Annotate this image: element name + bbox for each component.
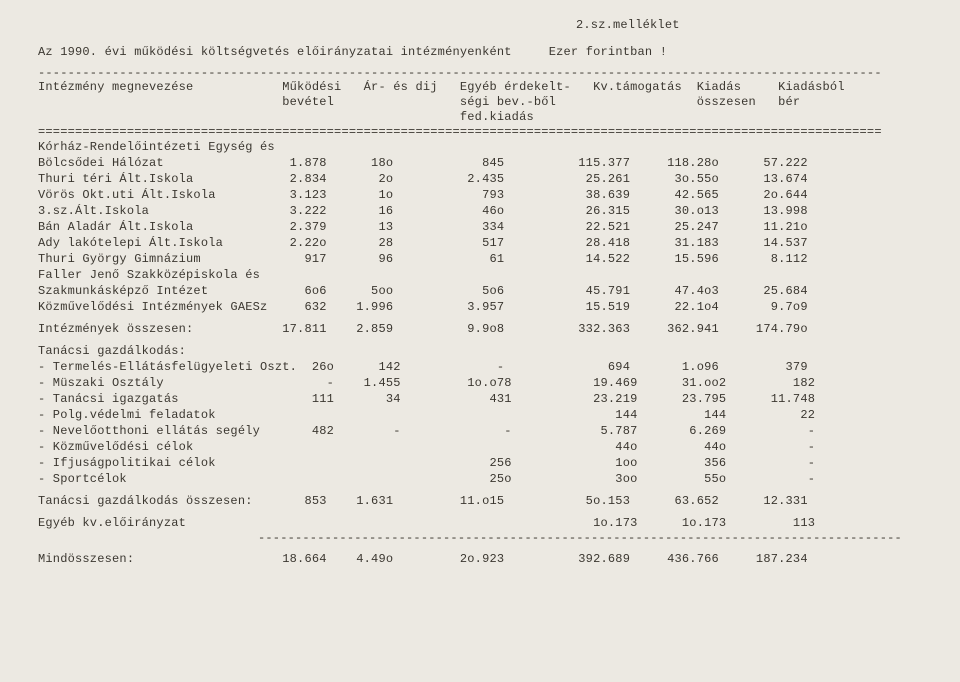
data-rows: Kórház-Rendelőintézeti Egység ésBölcsőde…	[38, 139, 934, 315]
table-row: Ady lakótelepi Ált.Iskola 2.22o 28 517 2…	[38, 235, 934, 251]
table-row: Thuri György Gimnázium 917 96 61 14.522 …	[38, 251, 934, 267]
header-line-2: bevétel ségi bev.-ből összesen bér	[38, 95, 934, 110]
divider-header: ========================================…	[38, 125, 934, 139]
table-row: 3.sz.Ált.Iskola 3.222 16 46o 26.315 30.o…	[38, 203, 934, 219]
table-row: - Tanácsi igazgatás 111 34 431 23.219 23…	[38, 391, 934, 407]
table-row: Szakmunkásképző Intézet 6o6 5oo 5o6 45.7…	[38, 283, 934, 299]
table-row: - Ifjuságpolitikai célok 256 1oo 356 -	[38, 455, 934, 471]
table-row: Közművelődési Intézmények GAESz 632 1.99…	[38, 299, 934, 315]
tanacsi-total: Tanácsi gazdálkodás összesen: 853 1.631 …	[38, 493, 934, 509]
tanacsi-rows: - Termelés-Ellátásfelügyeleti Oszt. 26o …	[38, 359, 934, 487]
table-row: Kórház-Rendelőintézeti Egység és	[38, 139, 934, 155]
egyeb-row: Egyéb kv.előirányzat 1o.173 1o.173 113	[38, 515, 934, 531]
institutions-total: Intézmények összesen: 17.811 2.859 9.9o8…	[38, 321, 934, 337]
divider-sub: ----------------------------------------…	[258, 531, 934, 545]
header-line-1: Intézmény megnevezése Működési Ár- és di…	[38, 80, 934, 95]
grand-total: Mindösszesen: 18.664 4.49o 2o.923 392.68…	[38, 551, 934, 567]
table-row: - Nevelőotthoni ellátás segély 482 - - 5…	[38, 423, 934, 439]
annex-label: 2.sz.melléklet	[576, 18, 934, 33]
header-line-3: fed.kiadás	[38, 110, 934, 125]
document-page: 2.sz.melléklet Az 1990. évi működési köl…	[0, 0, 960, 567]
table-row: - Polg.védelmi feladatok 144 144 22	[38, 407, 934, 423]
table-row: Faller Jenő Szakközépiskola és	[38, 267, 934, 283]
table-row: Thuri téri Ált.Iskola 2.834 2o 2.435 25.…	[38, 171, 934, 187]
table-row: - Közművelődési célok 44o 44o -	[38, 439, 934, 455]
table-row: - Termelés-Ellátásfelügyeleti Oszt. 26o …	[38, 359, 934, 375]
tanacsi-header: Tanácsi gazdálkodás:	[38, 343, 934, 359]
table-row: Vörös Okt.uti Ált.Iskola 3.123 1o 793 38…	[38, 187, 934, 203]
table-row: Bán Aladár Ált.Iskola 2.379 13 334 22.52…	[38, 219, 934, 235]
title-left: Az 1990. évi működési költségvetés előir…	[38, 45, 512, 59]
title-row: Az 1990. évi működési költségvetés előir…	[38, 45, 934, 60]
title-right: Ezer forintban !	[549, 45, 667, 59]
table-row: - Müszaki Osztály - 1.455 1o.o78 19.469 …	[38, 375, 934, 391]
table-row: - Sportcélok 25o 3oo 55o -	[38, 471, 934, 487]
divider-top: ----------------------------------------…	[38, 66, 934, 80]
table-row: Bölcsődei Hálózat 1.878 18o 845 115.377 …	[38, 155, 934, 171]
